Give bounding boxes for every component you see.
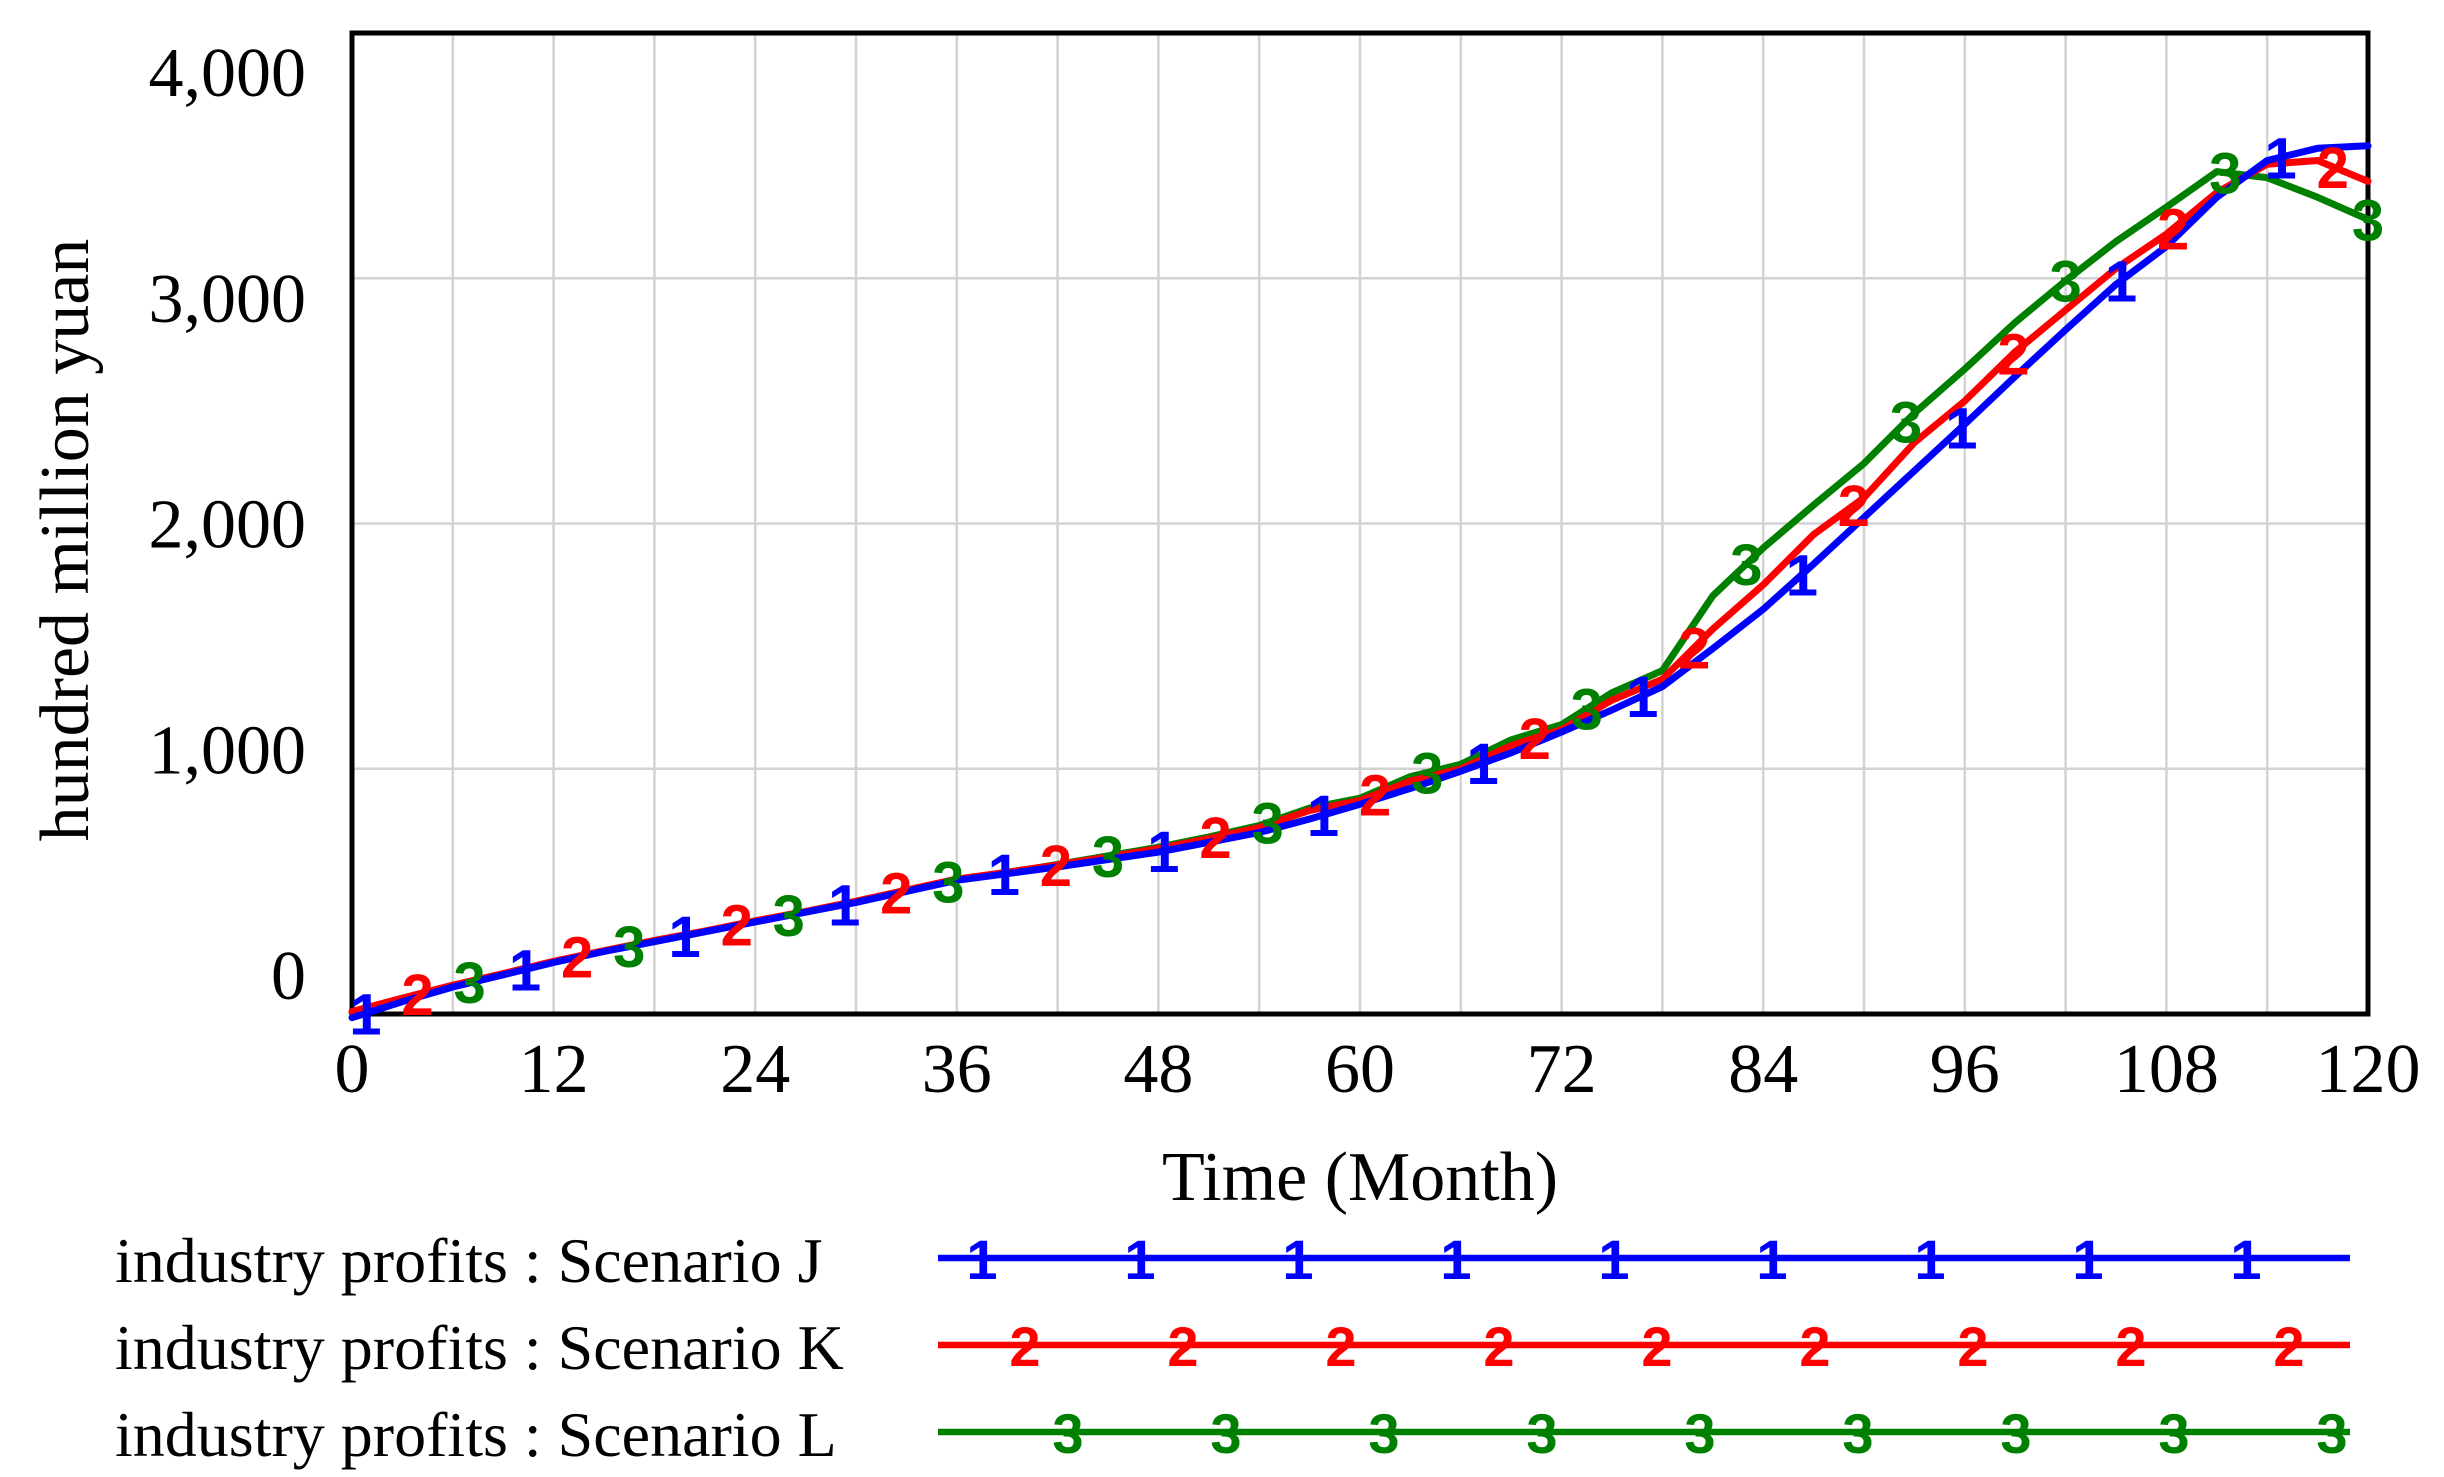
x-tick-label: 36 — [922, 1031, 992, 1108]
x-tick-label: 60 — [1325, 1031, 1395, 1108]
series-marker-digit: 2 — [1519, 707, 1551, 772]
series-marker-digit: 3 — [1251, 792, 1283, 857]
x-tick-label: 120 — [2316, 1031, 2421, 1108]
series-marker-digit: 3 — [1092, 825, 1124, 890]
series-marker-digit: 1 — [1626, 665, 1658, 730]
series-marker-digit: 1 — [1147, 820, 1179, 885]
legend-label: industry profits : Scenario K — [115, 1312, 844, 1383]
legend-line-digit: 2 — [1009, 1315, 1040, 1378]
legend-line-digit: 2 — [1799, 1315, 1830, 1378]
legend-line-digit: 2 — [1483, 1315, 1514, 1378]
series-marker-digit: 3 — [2352, 188, 2384, 253]
series-line-scenario-1 — [348, 142, 2372, 1022]
series-marker-digit: 3 — [1571, 678, 1603, 743]
x-tick-label: 12 — [519, 1031, 589, 1108]
y-tick-label: 0 — [271, 938, 306, 1015]
series-marker-digit: 3 — [1890, 391, 1922, 456]
x-tick-label: 84 — [1728, 1031, 1798, 1108]
y-tick-label: 1,000 — [149, 712, 307, 789]
y-tick-label: 3,000 — [149, 261, 307, 338]
legend-line-digit: 1 — [1124, 1228, 1155, 1291]
series-marker-digit: 2 — [1838, 474, 1870, 539]
series-marker-digit: 2 — [721, 894, 753, 959]
series-marker-digit: 3 — [773, 884, 805, 949]
legend-line-digit: 2 — [1641, 1315, 1672, 1378]
series-marker-digit: 1 — [2105, 250, 2137, 315]
legend-line-digit: 2 — [2115, 1315, 2146, 1378]
legend-label: industry profits : Scenario L — [115, 1399, 837, 1470]
legend-line-digit: 2 — [1167, 1315, 1198, 1378]
series-marker-digit: 1 — [988, 843, 1020, 908]
series-marker-digit: 1 — [828, 874, 860, 939]
legend-line-digit: 3 — [2316, 1402, 2347, 1465]
legend-label: industry profits : Scenario J — [115, 1225, 822, 1296]
series-marker-digit: 2 — [561, 925, 593, 990]
series-marker-digit: 1 — [1467, 732, 1499, 797]
series-marker-digit: 2 — [1359, 764, 1391, 829]
series-marker-digit: 3 — [932, 850, 964, 915]
series-marker-digit: 2 — [880, 861, 912, 926]
x-tick-label: 96 — [1930, 1031, 2000, 1108]
x-tick-label: 108 — [2114, 1031, 2219, 1108]
x-tick-label: 24 — [720, 1031, 790, 1108]
legend-line-digit: 1 — [2072, 1228, 2103, 1291]
legend-line-digit: 1 — [1282, 1228, 1313, 1291]
series-marker-digit: 1 — [2265, 126, 2297, 191]
plot-border — [349, 30, 2371, 1017]
series-marker-digit: 1 — [509, 938, 541, 1003]
legend-line-digit: 3 — [1210, 1402, 1241, 1465]
x-axis-title: Time (Month) — [1162, 1139, 1558, 1216]
y-tick-label: 2,000 — [149, 487, 307, 564]
y-axis-title: hundred million yuan — [27, 239, 104, 842]
series-marker-digit: 3 — [453, 951, 485, 1016]
series-marker-digit: 2 — [2157, 198, 2189, 263]
series-marker-digit: 2 — [401, 963, 433, 1028]
legend-line-digit: 3 — [1526, 1402, 1557, 1465]
legend-line-digit: 2 — [2273, 1315, 2304, 1378]
legend-line-digit: 2 — [1325, 1315, 1356, 1378]
series-marker-digit: 3 — [2049, 250, 2081, 315]
series-marker-digit: 1 — [669, 905, 701, 970]
legend-line-digit: 1 — [2230, 1228, 2261, 1291]
legend-line-digit: 2 — [1957, 1315, 1988, 1378]
series-marker-digit: 3 — [1730, 533, 1762, 598]
series-marker-digit: 2 — [1040, 834, 1072, 899]
series-marker-digit: 1 — [1307, 784, 1339, 849]
legend-line-digit: 1 — [1756, 1228, 1787, 1291]
series-marker-digit: 1 — [1945, 396, 1977, 461]
legend-line-digit: 3 — [1684, 1402, 1715, 1465]
legend-line-digit: 1 — [1914, 1228, 1945, 1291]
series-marker-digit: 3 — [613, 915, 645, 980]
legend-line-digit: 3 — [1842, 1402, 1873, 1465]
legend-line-digit: 1 — [1440, 1228, 1471, 1291]
series-marker-digit: 2 — [1678, 616, 1710, 681]
series-marker-digit: 2 — [2317, 136, 2349, 201]
x-tick-label: 0 — [335, 1031, 370, 1108]
series-marker-digit: 2 — [1199, 806, 1231, 871]
series-marker-digit: 3 — [1411, 742, 1443, 807]
legend-line-digit: 3 — [2000, 1402, 2031, 1465]
legend-line-digit: 3 — [1052, 1402, 1083, 1465]
series-marker-digit: 2 — [1997, 322, 2029, 387]
x-tick-label: 72 — [1527, 1031, 1597, 1108]
series-marker-digit: 1 — [349, 982, 381, 1047]
series-marker-digit: 3 — [2209, 142, 2241, 207]
legend-line-digit: 1 — [1598, 1228, 1629, 1291]
y-tick-label: 4,000 — [149, 35, 307, 112]
series-marker-digit: 1 — [1786, 544, 1818, 609]
legend-line-digit: 1 — [966, 1228, 997, 1291]
legend-line-digit: 3 — [1368, 1402, 1399, 1465]
x-tick-label: 48 — [1123, 1031, 1193, 1108]
legend-line-digit: 3 — [2158, 1402, 2189, 1465]
